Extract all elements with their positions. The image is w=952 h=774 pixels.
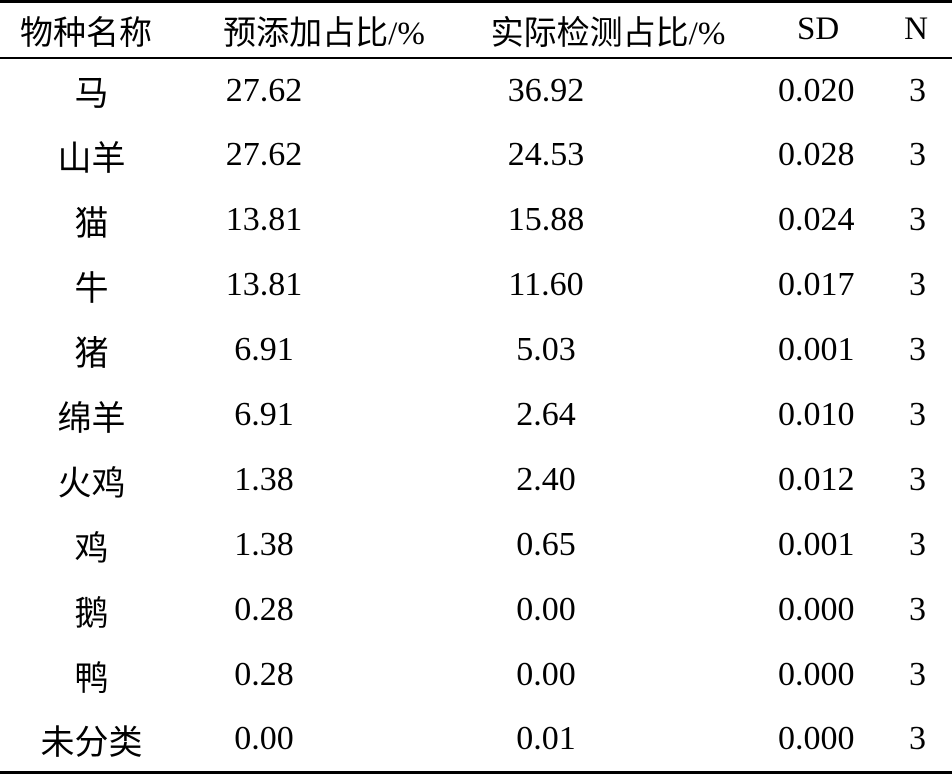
table-row: 猫 13.81 15.88 0.024 3 bbox=[0, 188, 952, 253]
cell-preset-ratio: 13.81 bbox=[225, 266, 303, 303]
cell-n: 3 bbox=[909, 71, 926, 109]
cell-preset-ratio: 13.81 bbox=[225, 201, 303, 238]
cell-sd: 0.017 bbox=[778, 266, 855, 303]
cell-preset-ratio: 6.91 bbox=[234, 331, 294, 368]
cell-sd: 0.000 bbox=[778, 591, 855, 628]
table-row: 马 27.62 36.92 0.020 3 bbox=[0, 58, 952, 123]
cell-preset-ratio: 1.38 bbox=[234, 526, 294, 563]
cell-n: 3 bbox=[909, 461, 926, 498]
cell-species-name: 鸡 bbox=[74, 530, 109, 568]
cell-n: 3 bbox=[909, 591, 926, 628]
cell-sd: 0.024 bbox=[778, 201, 855, 238]
cell-species-name: 山羊 bbox=[57, 140, 126, 178]
table-row: 鹅 0.28 0.00 0.000 3 bbox=[0, 578, 952, 643]
cell-preset-ratio: 0.28 bbox=[234, 591, 294, 628]
cell-species-name: 鹅 bbox=[74, 595, 109, 633]
cell-preset-ratio: 1.38 bbox=[234, 461, 294, 498]
cell-sd: 0.020 bbox=[778, 71, 855, 109]
header-species-name: 物种名称 bbox=[0, 0, 195, 59]
cell-sd: 0.001 bbox=[778, 526, 855, 563]
table-header-row: 物种名称 预添加占比/% 实际检测占比/% SD N bbox=[0, 0, 952, 59]
cell-species-name: 马 bbox=[74, 76, 109, 113]
cell-n: 3 bbox=[909, 526, 926, 563]
header-n: N bbox=[881, 0, 952, 59]
cell-detected-ratio: 0.00 bbox=[516, 656, 576, 693]
table-row: 未分类 0.00 0.01 0.000 3 bbox=[0, 707, 952, 774]
table-row: 牛 13.81 11.60 0.017 3 bbox=[0, 253, 952, 318]
cell-species-name: 猪 bbox=[74, 335, 109, 373]
cell-sd: 0.012 bbox=[778, 461, 855, 498]
cell-sd: 0.010 bbox=[778, 396, 855, 433]
cell-detected-ratio: 0.01 bbox=[453, 707, 763, 774]
table-row: 鸡 1.38 0.65 0.001 3 bbox=[0, 513, 952, 578]
table-row: 山羊 27.62 24.53 0.028 3 bbox=[0, 123, 952, 188]
header-detected-ratio: 实际检测占比/% bbox=[453, 0, 763, 59]
cell-n: 3 bbox=[909, 136, 926, 173]
cell-detected-ratio: 0.65 bbox=[516, 526, 576, 563]
cell-preset-ratio: 27.62 bbox=[225, 136, 303, 173]
cell-species-name: 猫 bbox=[74, 205, 109, 243]
table-body: 马 27.62 36.92 0.020 3 山羊 27.62 24.53 0.028 3 猫 13.8… bbox=[0, 58, 952, 774]
cell-sd: 0.028 bbox=[778, 136, 855, 173]
cell-n: 3 bbox=[881, 707, 952, 774]
cell-n: 3 bbox=[909, 331, 926, 368]
cell-preset-ratio: 0.00 bbox=[195, 707, 453, 774]
cell-detected-ratio: 11.60 bbox=[508, 266, 584, 303]
cell-detected-ratio: 24.53 bbox=[507, 136, 585, 173]
cell-preset-ratio: 0.28 bbox=[234, 656, 294, 693]
cell-n: 3 bbox=[909, 656, 926, 693]
cell-preset-ratio: 6.91 bbox=[234, 396, 294, 433]
cell-n: 3 bbox=[909, 266, 926, 303]
cell-sd: 0.000 bbox=[778, 656, 855, 693]
cell-detected-ratio: 2.40 bbox=[516, 461, 576, 498]
cell-species-name: 鸭 bbox=[74, 660, 109, 698]
header-sd: SD bbox=[763, 0, 881, 59]
cell-species-name: 牛 bbox=[74, 270, 109, 308]
cell-n: 3 bbox=[909, 396, 926, 433]
table-row: 绵羊 6.91 2.64 0.010 3 bbox=[0, 383, 952, 448]
cell-species-name: 未分类 bbox=[0, 707, 195, 774]
cell-species-name: 火鸡 bbox=[57, 465, 126, 503]
cell-sd: 0.000 bbox=[763, 707, 881, 774]
cell-detected-ratio: 36.92 bbox=[507, 71, 585, 109]
table-row: 鸭 0.28 0.00 0.000 3 bbox=[0, 643, 952, 708]
cell-n: 3 bbox=[909, 201, 926, 238]
cell-species-name: 绵羊 bbox=[57, 400, 126, 438]
cell-detected-ratio: 2.64 bbox=[516, 396, 576, 433]
cell-detected-ratio: 15.88 bbox=[507, 201, 585, 238]
table-row: 猪 6.91 5.03 0.001 3 bbox=[0, 318, 952, 383]
cell-detected-ratio: 5.03 bbox=[516, 331, 576, 368]
table-row: 火鸡 1.38 2.40 0.012 3 bbox=[0, 448, 952, 513]
cell-detected-ratio: 0.00 bbox=[516, 591, 576, 628]
header-preset-ratio: 预添加占比/% bbox=[195, 0, 453, 59]
cell-preset-ratio: 27.62 bbox=[225, 71, 303, 109]
cell-sd: 0.001 bbox=[778, 331, 855, 368]
